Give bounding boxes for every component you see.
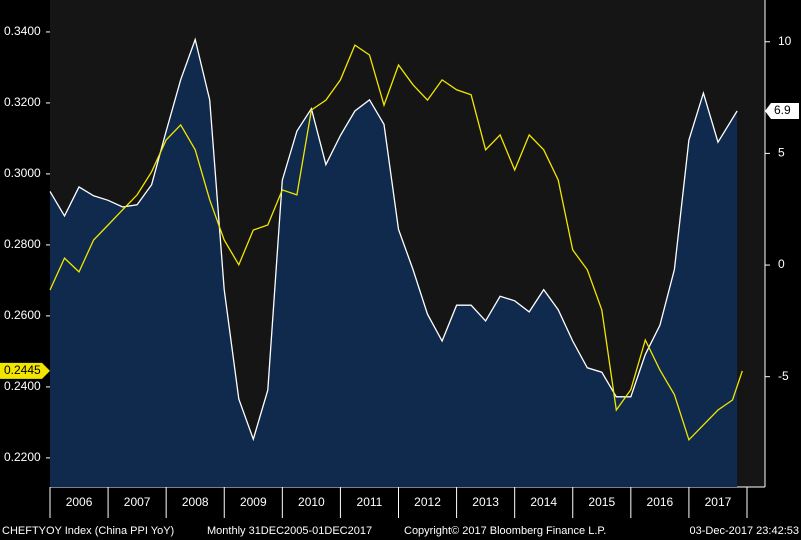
footer-timestamp: 03-Dec-2017 23:42:53 xyxy=(690,525,799,537)
footer-range: Monthly 31DEC2005-01DEC2017 xyxy=(207,525,372,537)
line xyxy=(49,37,738,442)
x-tick-label: 2011 xyxy=(357,495,383,509)
x-tick-label: 2012 xyxy=(414,495,441,509)
last-value-tag xyxy=(765,102,799,119)
y2-tick-label: 5 xyxy=(778,146,785,160)
x-tick-label: 2006 xyxy=(66,495,93,509)
footer-copyright: Copyright© 2017 Bloomberg Finance L.P. xyxy=(404,525,606,537)
footer-index: CHEFTYOY Index (China PPI YoY) xyxy=(2,525,174,537)
y-tick-label: 0.3000 xyxy=(4,166,41,180)
x-tick-label: 2015 xyxy=(588,495,615,509)
area xyxy=(50,39,738,487)
last-value-label: 0.2445 xyxy=(4,363,41,377)
y-tick-label: 0.2800 xyxy=(4,237,41,251)
x-tick-label: 2009 xyxy=(240,495,267,509)
x-tick-label: 2013 xyxy=(472,495,499,509)
x-tick-label: 2016 xyxy=(647,495,674,509)
y-tick-label: 0.3200 xyxy=(4,95,41,109)
y-tick-label: 0.2600 xyxy=(4,308,41,322)
line xyxy=(49,44,743,442)
y-tick-label: 0.2200 xyxy=(4,450,41,464)
x-tick-label: 2010 xyxy=(298,495,325,509)
x-tick-label: 2007 xyxy=(124,495,151,509)
y2-tick-label: 0 xyxy=(778,257,785,271)
y2-tick-label: 10 xyxy=(778,34,792,48)
y-tick-label: 0.2400 xyxy=(4,379,41,393)
y2-tick-label: -5 xyxy=(778,369,789,383)
x-tick-label: 2017 xyxy=(705,495,732,509)
x-tick-label: 2014 xyxy=(530,495,557,509)
last-value-label: 6.9 xyxy=(774,103,791,117)
x-tick-label: 2008 xyxy=(182,495,209,509)
last-value-tag xyxy=(0,362,50,379)
y-tick-label: 0.3400 xyxy=(4,24,41,38)
